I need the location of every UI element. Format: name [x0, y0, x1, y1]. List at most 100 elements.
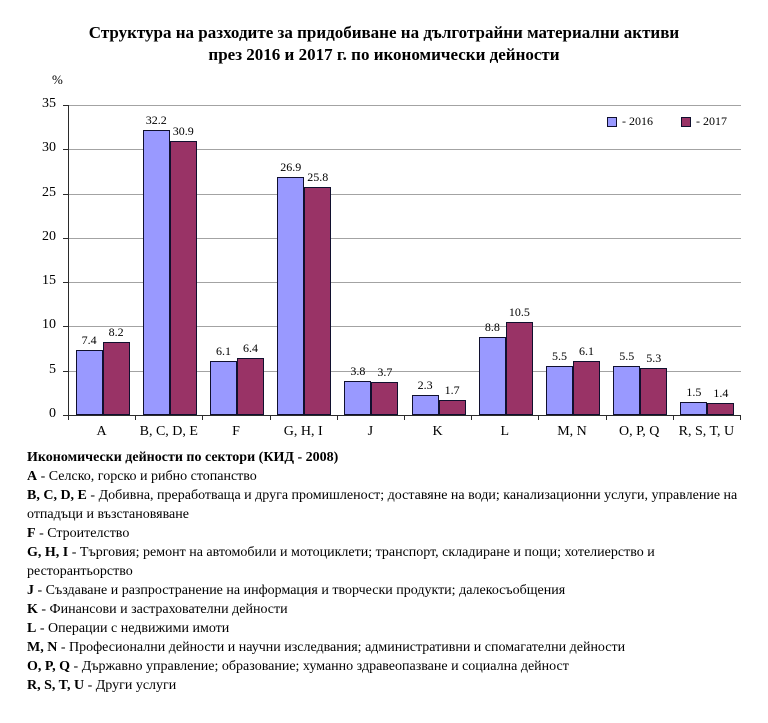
footnote-term: B, C, D, E	[27, 488, 87, 503]
bar-2017	[707, 402, 735, 415]
bar-group-6: 2.3 1.7	[405, 105, 472, 415]
bar-value-label-2017: 8.2	[108, 325, 124, 340]
x-tick-mark	[336, 415, 338, 420]
bar-2016	[75, 349, 103, 415]
footnote-term: O, P, Q	[27, 659, 71, 674]
footnote-term: А	[27, 469, 38, 484]
footnote-term: K	[27, 602, 38, 617]
x-tick-mark	[471, 415, 473, 420]
footnote-term: J	[27, 583, 34, 598]
bar-value-label-2017: 10.5	[508, 305, 530, 319]
gridline-25	[69, 193, 741, 195]
legend-item-2017: - 2017	[681, 114, 727, 129]
y-tick-label: 10	[42, 317, 56, 333]
bar-2017	[304, 186, 332, 415]
gridline-30	[69, 149, 741, 151]
bar-value-label-2016: 26.9	[280, 159, 302, 174]
footnote-definitions: Икономически дейности по сектори (КИД - …	[27, 448, 751, 695]
x-tick-mark	[202, 415, 204, 420]
bar-value-label-2017: 1.7	[444, 382, 460, 397]
y-tick-mark	[63, 282, 68, 284]
bar-2016	[142, 129, 170, 415]
category-label: R, S, T, U	[678, 424, 735, 439]
footnote-item: F - Строителство	[27, 526, 130, 541]
bar-2016	[546, 366, 574, 415]
bar-2016	[210, 361, 237, 415]
footnote-term: R, S, T, U	[27, 678, 85, 693]
bar-value-label-2016: 2.3	[417, 377, 433, 392]
footnote-item: B, C, D, E - Добивна, преработваща и дру…	[27, 488, 738, 522]
footnote-item: R, S, T, U - Други услуги	[27, 678, 177, 693]
bar-2017	[640, 368, 668, 415]
bar-group-1: 7.4 8.2	[69, 105, 136, 415]
legend-item-2016: - 2016	[607, 114, 653, 129]
y-tick-label: 15	[42, 273, 56, 289]
bar-2016	[277, 176, 305, 415]
bar-value-label-2017: 30.9	[172, 124, 194, 139]
y-tick-label: 20	[42, 228, 56, 244]
bar-value-label-2016: 7.4	[81, 332, 97, 347]
bar-group-3: 6.1 6.4	[203, 105, 270, 415]
bar-group-4: 26.9 25.8	[271, 105, 338, 415]
bar-2017	[371, 382, 399, 415]
x-tick-mark	[135, 415, 137, 420]
legend-swatch-2016-icon	[607, 116, 617, 127]
category-label: K	[432, 424, 443, 439]
legend-label-2016: - 2016	[622, 114, 653, 128]
bar-group-7: 8.8 10.5	[472, 105, 539, 415]
bar-2016	[411, 394, 439, 415]
footnote-item: M, N - Професионални дейности и научни и…	[27, 640, 626, 655]
gridline-20	[69, 237, 741, 239]
footnote-term: M, N	[27, 640, 58, 655]
y-tick-mark	[63, 193, 68, 195]
category-label: O, P, Q	[618, 424, 660, 439]
y-tick-label: 30	[42, 140, 56, 156]
category-label: J	[367, 424, 374, 439]
bar-group-2: 32.2 30.9	[136, 105, 203, 415]
y-tick-label: 0	[49, 406, 56, 421]
footnote-item: O, P, Q - Държавно управление; образован…	[27, 659, 569, 674]
bar-group-10: 1.5 1.4	[674, 105, 741, 415]
y-tick-mark	[63, 415, 68, 416]
bar-value-label-2016: 6.1	[216, 344, 231, 358]
footnote-item: А - Селско, горско и рибно стопанство	[27, 469, 257, 484]
chart-title-line1: Структура на разходите за придобиване на…	[88, 23, 680, 42]
bar-2017	[573, 361, 601, 415]
footnote-term: L	[27, 621, 37, 636]
x-tick-mark	[605, 415, 607, 420]
footnote-item: G, H, I - Търговия; ремонт на автомобили…	[27, 545, 655, 579]
x-tick-mark	[68, 415, 69, 420]
chart-legend: - 2016 - 2017	[607, 114, 727, 129]
bar-value-label-2017: 6.1	[579, 344, 595, 358]
bar-value-label-2016: 5.5	[552, 349, 568, 364]
y-tick-mark	[63, 105, 68, 106]
bar-groups: 7.4 8.2 32.2 30.9 6.1 6.4 26.9 25.8 3.8 3.7 2.3 1.7…	[69, 105, 741, 415]
plot-area: 7.4 8.2 32.2 30.9 6.1 6.4 26.9 25.8 3.8 3.7 2.3 1.7…	[68, 105, 741, 416]
category-label: M, N	[557, 424, 587, 439]
footnote-item: J - Създаване и разпространение на инфор…	[27, 583, 566, 598]
y-tick-mark	[63, 326, 68, 328]
legend-swatch-2017-icon	[681, 116, 691, 127]
y-tick-label: 5	[49, 361, 56, 377]
bar-value-label-2016: 5.5	[619, 349, 635, 364]
footnote-term: G, H, I	[27, 545, 69, 560]
bar-value-label-2016: 32.2	[145, 112, 167, 127]
bar-2017	[505, 322, 533, 415]
bar-2017	[169, 141, 197, 415]
bar-2017	[438, 399, 466, 415]
gridline-35	[69, 105, 741, 106]
bar-value-label-2017: 5.3	[646, 351, 662, 366]
bar-group-8: 5.5 6.1	[539, 105, 606, 415]
bar-value-label-2016: 3.8	[350, 364, 366, 379]
bar-2017	[102, 342, 130, 415]
category-label: А	[96, 424, 107, 439]
x-tick-mark	[269, 415, 271, 420]
y-tick-mark	[63, 149, 68, 151]
category-label: L	[500, 424, 510, 439]
x-tick-mark	[538, 415, 540, 420]
category-label: F	[232, 424, 240, 439]
bar-value-label-2016: 8.8	[484, 320, 500, 335]
y-tick-mark	[63, 237, 68, 239]
bar-value-label-2017: 3.7	[377, 365, 393, 380]
y-tick-label: 35	[42, 96, 56, 111]
